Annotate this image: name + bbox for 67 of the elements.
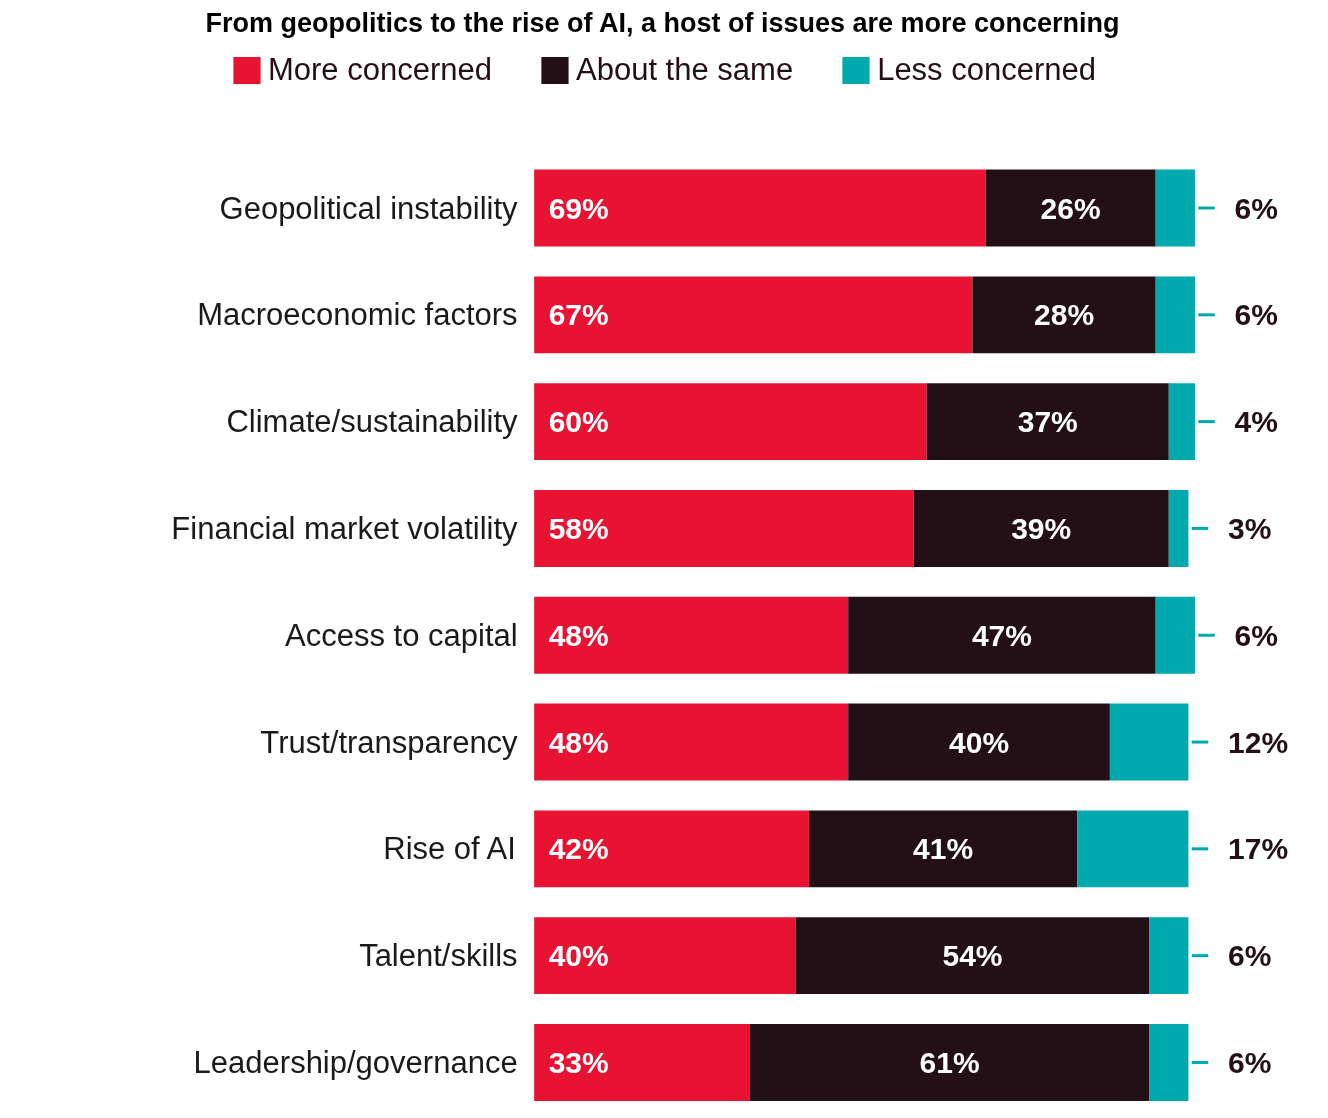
bar (1149, 917, 1189, 995)
y-tick-label: Macroeconomic factors (197, 297, 518, 333)
bar (534, 169, 986, 247)
bar (1155, 596, 1195, 674)
data-label: 6% (1228, 1045, 1272, 1079)
data-label: 6% (1234, 298, 1278, 332)
y-tick-label: Climate/sustainability (226, 404, 519, 440)
bar (1168, 383, 1195, 461)
data-label: 48% (548, 618, 609, 652)
bar (985, 169, 1156, 247)
data-label: 6% (1228, 939, 1272, 973)
data-label: 40% (548, 939, 609, 973)
data-label: 61% (919, 1045, 980, 1079)
y-tick-label: Leadership/governance (193, 1044, 518, 1080)
bar (795, 917, 1150, 995)
y-tick-label: Geopolitical instability (219, 190, 519, 226)
bar (1155, 276, 1195, 354)
data-label: 69% (548, 191, 609, 225)
legend-label: About the same (576, 52, 794, 88)
bar (534, 489, 914, 567)
bar (534, 276, 973, 354)
bar (1109, 703, 1189, 781)
data-label: 39% (1011, 511, 1072, 545)
bar (534, 383, 927, 461)
data-label: 4% (1234, 405, 1278, 439)
bar (534, 596, 849, 674)
y-tick-label: Financial market volatility (171, 510, 519, 546)
data-label: 37% (1017, 405, 1078, 439)
data-label: 28% (1034, 298, 1095, 332)
y-tick-label: Rise of AI (383, 831, 516, 867)
data-label: 42% (548, 832, 609, 866)
bar (1155, 169, 1195, 247)
legend-label: More concerned (267, 52, 492, 88)
bar (1168, 489, 1189, 567)
data-label: 6% (1234, 191, 1278, 225)
bar (972, 276, 1156, 354)
data-label: 58% (548, 511, 609, 545)
bar (848, 596, 1156, 674)
bar (848, 703, 1110, 781)
data-label: 12% (1228, 725, 1289, 759)
bar (534, 810, 809, 888)
data-label: 48% (548, 725, 609, 759)
bar (534, 1023, 751, 1101)
bar (808, 810, 1078, 888)
data-label: 41% (913, 832, 974, 866)
legend-label: Less concerned (877, 52, 1097, 88)
bar (534, 917, 796, 995)
data-label: 67% (548, 298, 609, 332)
data-label: 54% (942, 939, 1003, 973)
bar (1077, 810, 1189, 888)
y-tick-label: Trust/transparency (260, 724, 519, 760)
data-label: 17% (1228, 832, 1289, 866)
data-label: 26% (1040, 191, 1101, 225)
data-label: 6% (1234, 618, 1278, 652)
bar (750, 1023, 1150, 1101)
data-label: 3% (1228, 511, 1272, 545)
data-label: 60% (548, 405, 609, 439)
bar (913, 489, 1169, 567)
data-label: 33% (548, 1045, 609, 1079)
y-tick-label: Access to capital (285, 617, 518, 653)
data-label: 47% (971, 618, 1032, 652)
bar (534, 703, 849, 781)
data-label: 40% (949, 725, 1010, 759)
chart-title: From geopolitics to the rise of AI, a host of issues are more concerning (205, 7, 1120, 38)
bar (1149, 1023, 1189, 1101)
bar (926, 383, 1169, 461)
y-tick-label: Talent/skills (359, 938, 518, 974)
